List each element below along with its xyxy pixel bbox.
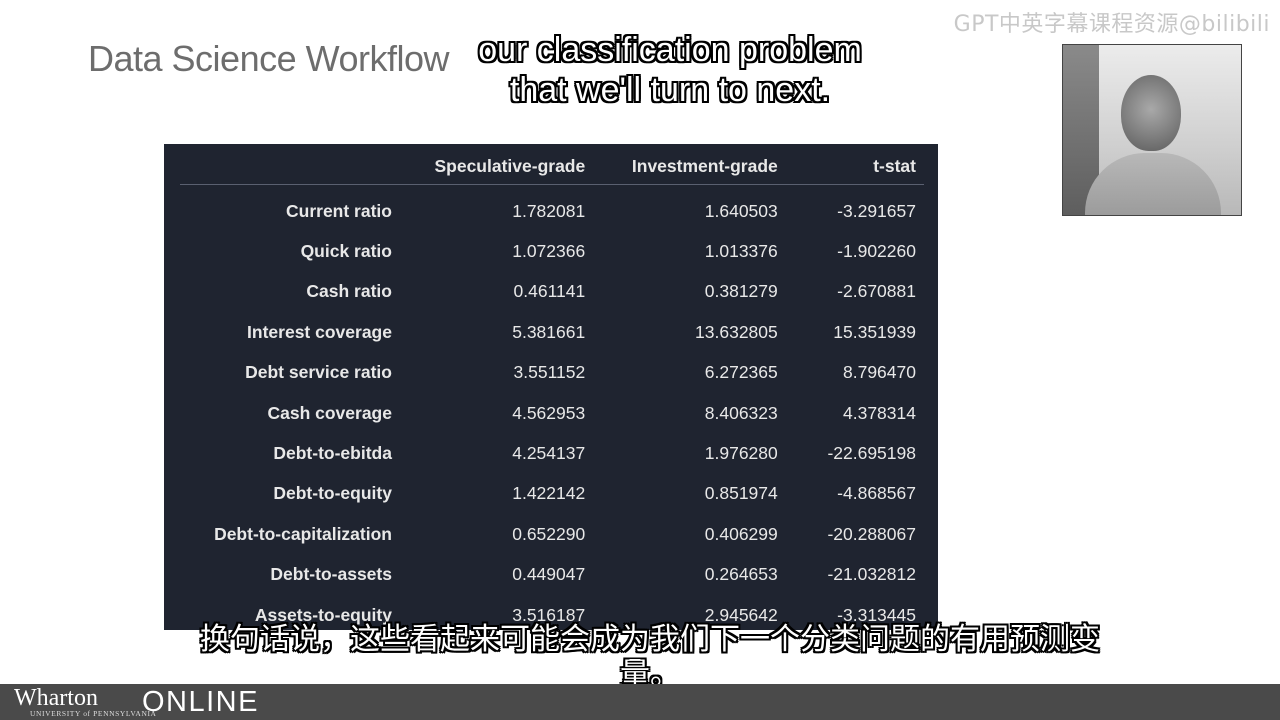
cell-tstat: 8.796470 [843, 362, 916, 383]
table-row: Debt-to-equity 1.422142 0.851974 -4.8685… [180, 474, 924, 514]
cell-speculative: 0.461141 [513, 281, 586, 302]
table-row: Cash ratio 0.461141 0.381279 -2.670881 [180, 272, 924, 312]
column-header-index [180, 148, 400, 185]
wharton-logo-subtext: UNIVERSITY of PENNSYLVANIA [30, 709, 157, 718]
cell-speculative: 1.422142 [512, 483, 586, 504]
cell-tstat: -4.868567 [837, 483, 916, 504]
presenter-webcam [1062, 44, 1242, 216]
cell-tstat: -21.032812 [827, 564, 916, 585]
row-label: Debt-to-capitalization [214, 523, 392, 544]
cell-investment: 8.406323 [704, 402, 778, 423]
watermark-text: GPT中英字幕课程资源@bilibili [953, 12, 1270, 37]
table-header-row: Speculative-grade Investment-grade t-sta… [180, 148, 924, 185]
cell-investment: 0.264653 [704, 564, 778, 585]
table-row: Assets-to-equity 3.516187 2.945642 -3.31… [180, 595, 924, 630]
cell-speculative: 3.551152 [513, 362, 586, 383]
english-subtitle-line: our classification problem [478, 31, 862, 69]
presenter-head [1121, 75, 1181, 151]
row-label: Quick ratio [300, 241, 392, 262]
cell-speculative: 0.652290 [512, 523, 586, 544]
cell-investment: 6.272365 [704, 362, 778, 383]
cell-speculative: 5.381661 [512, 321, 586, 342]
english-subtitle: our classification problem that we'll tu… [0, 30, 1280, 110]
dataframe-table-panel: Speculative-grade Investment-grade t-sta… [164, 144, 938, 630]
table-row: Debt service ratio 3.551152 6.272365 8.7… [180, 353, 924, 393]
cell-speculative: 1.782081 [512, 200, 586, 221]
table-row: Debt-to-capitalization 0.652290 0.406299… [180, 514, 924, 554]
table-row: Quick ratio 1.072366 1.013376 -1.902260 [180, 231, 924, 271]
cell-tstat: -1.902260 [837, 241, 916, 262]
cell-investment: 0.381279 [704, 281, 778, 302]
column-header-speculative: Speculative-grade [399, 148, 594, 185]
cell-investment: 1.013376 [704, 241, 778, 262]
table-row: Interest coverage 5.381661 13.632805 15.… [180, 312, 924, 352]
row-label: Debt-to-ebitda [273, 443, 392, 464]
footer-bar: Wharton UNIVERSITY of PENNSYLVANIA ONLIN… [0, 684, 1280, 720]
cell-investment: 13.632805 [695, 321, 778, 342]
row-label: Assets-to-equity [254, 604, 392, 625]
row-label: Cash ratio [306, 281, 392, 302]
cell-speculative: 3.516187 [512, 604, 586, 625]
cell-tstat: 15.351939 [833, 321, 916, 342]
wharton-logo-text: Wharton [14, 685, 98, 711]
chinese-subtitle-line: 换句话说，这些看起来可能会成为我们下一个分类问题的有用预测变 [200, 622, 1100, 657]
row-label: Debt-to-assets [270, 564, 392, 585]
cell-speculative: 0.449047 [512, 564, 586, 585]
cell-speculative: 4.254137 [512, 443, 586, 464]
ratios-table: Speculative-grade Investment-grade t-sta… [180, 148, 924, 630]
cell-investment: 1.640503 [704, 200, 778, 221]
cell-tstat: -3.291657 [837, 200, 916, 221]
row-label: Cash coverage [267, 402, 392, 423]
presenter-body [1085, 153, 1221, 215]
english-subtitle-line: that we'll turn to next. [509, 71, 831, 110]
slide-title: Data Science Workflow [88, 38, 449, 79]
column-header-tstat: t-stat [785, 148, 924, 185]
cell-tstat: 4.378314 [843, 402, 916, 423]
row-label: Current ratio [286, 200, 392, 221]
online-logo-text: ONLINE [142, 686, 259, 718]
cell-tstat: -2.670881 [837, 281, 916, 302]
cell-speculative: 4.562953 [512, 402, 586, 423]
column-header-investment: Investment-grade [593, 148, 786, 185]
cell-tstat: -20.288067 [827, 523, 916, 544]
cell-investment: 1.976280 [704, 443, 778, 464]
cell-investment: 2.945642 [704, 604, 778, 625]
table-row: Cash coverage 4.562953 8.406323 4.378314 [180, 393, 924, 433]
row-label: Debt service ratio [245, 362, 392, 383]
row-label: Debt-to-equity [273, 483, 392, 504]
cell-tstat: -3.313445 [837, 604, 916, 625]
cell-investment: 0.851974 [704, 483, 778, 504]
row-label: Interest coverage [247, 321, 392, 342]
cell-investment: 0.406299 [704, 523, 778, 544]
chinese-subtitle: 换句话说，这些看起来可能会成为我们下一个分类问题的有用预测变 量。 [0, 622, 1280, 693]
cell-tstat: -22.695198 [827, 443, 916, 464]
table-row: Debt-to-assets 0.449047 0.264653 -21.032… [180, 555, 924, 595]
cell-speculative: 1.072366 [512, 241, 586, 262]
table-row: Current ratio 1.782081 1.640503 -3.29165… [180, 185, 924, 232]
table-row: Debt-to-ebitda 4.254137 1.976280 -22.695… [180, 433, 924, 473]
